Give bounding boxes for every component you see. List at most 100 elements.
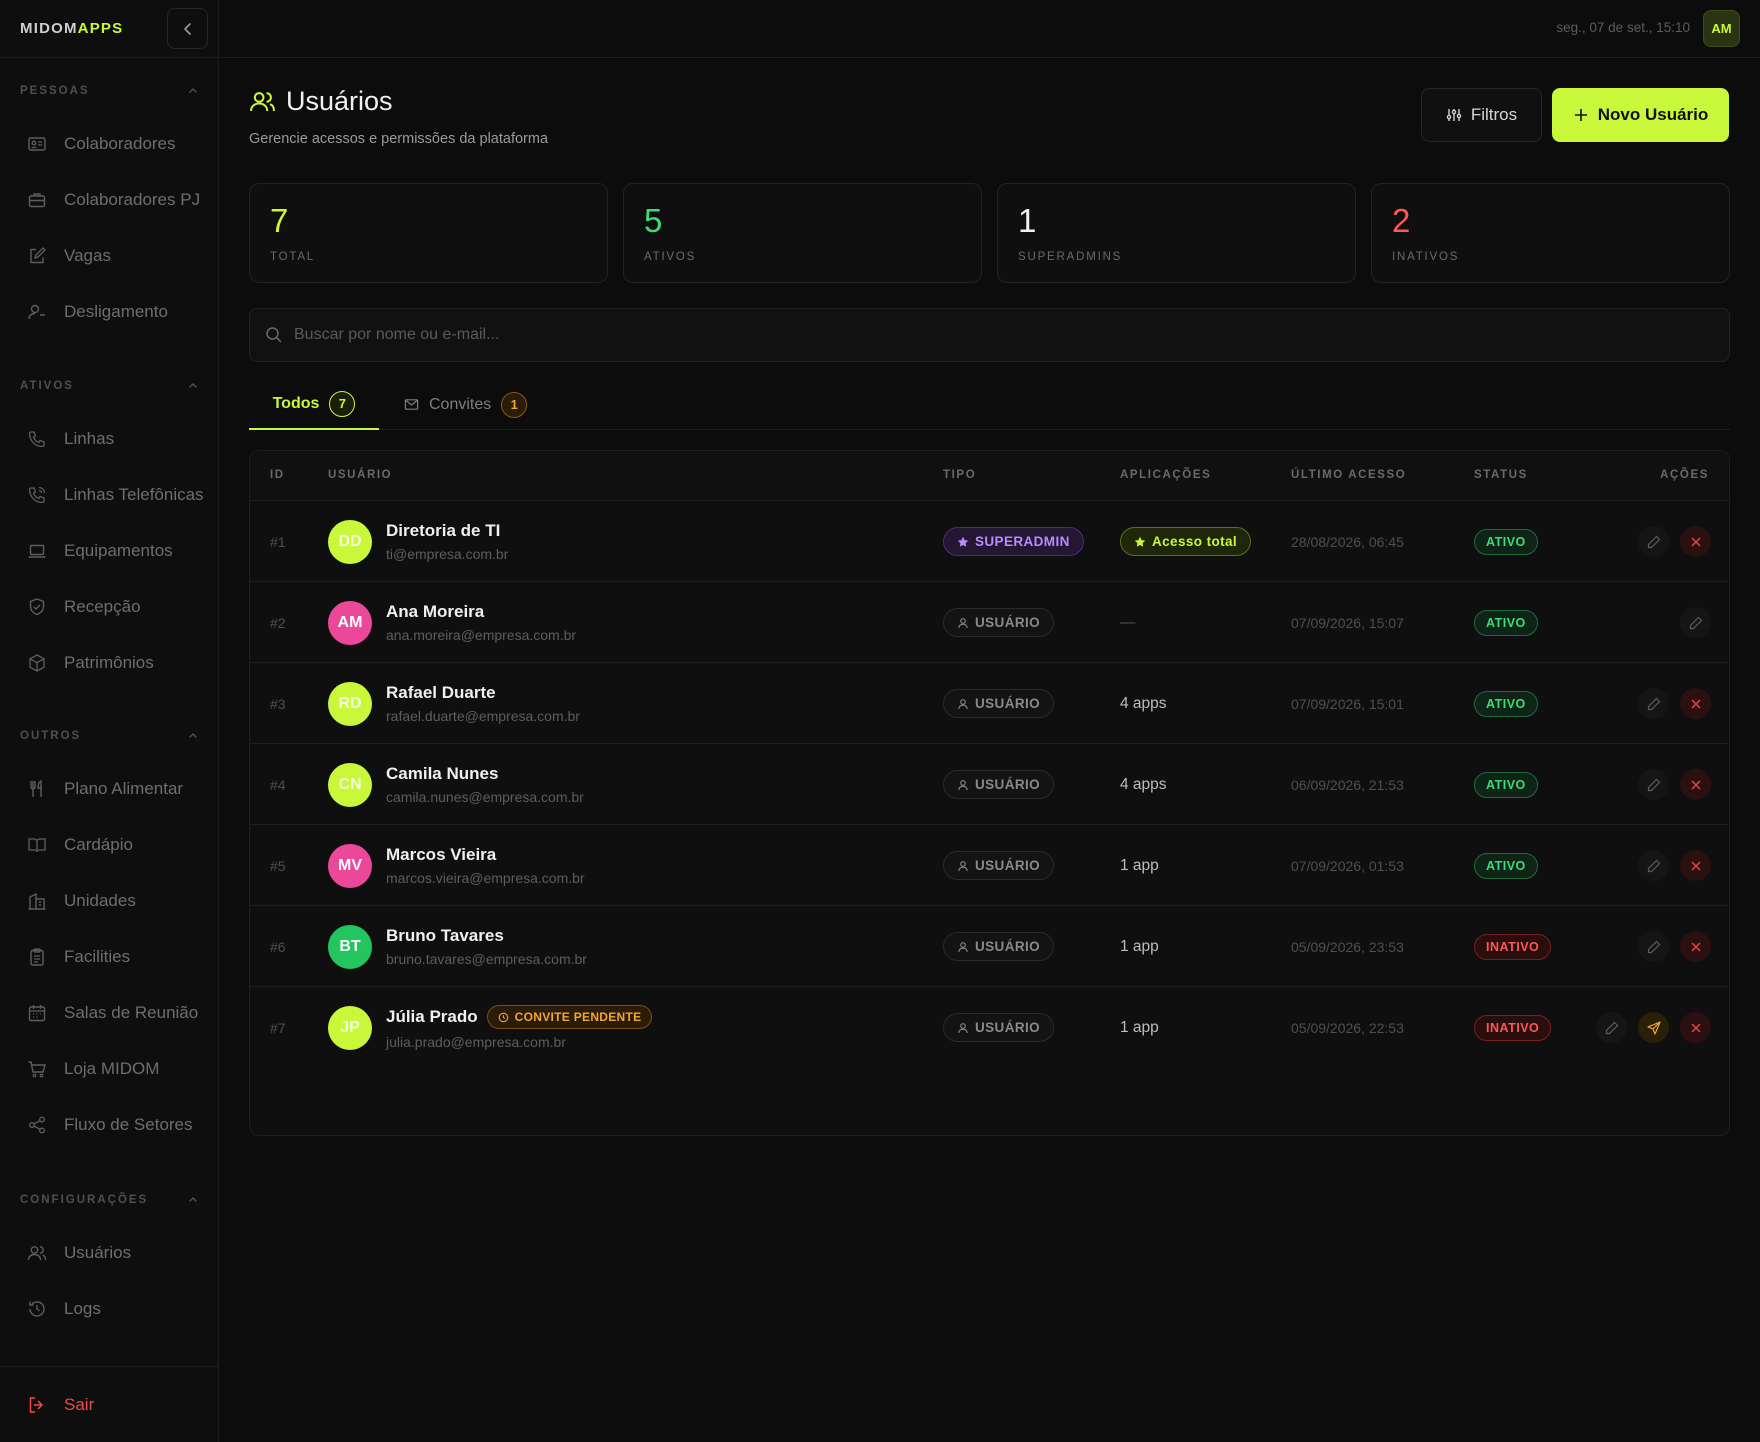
apps-cell: Acesso total — [1120, 501, 1252, 582]
row-id: #2 — [270, 614, 286, 631]
search-input[interactable] — [294, 326, 1694, 344]
section-header-outros[interactable]: OUTROS — [0, 721, 219, 751]
section-header-pessoas[interactable]: PESSOAS — [0, 76, 219, 106]
user-name: Camila Nunes — [386, 764, 584, 784]
type-cell: USUÁRIO — [943, 744, 1055, 825]
type-badge-superadmin: SUPERADMIN — [943, 527, 1084, 556]
sidebar-item-vagas[interactable]: Vagas — [0, 228, 219, 284]
user-icon — [958, 617, 968, 628]
page-title-text: Usuários — [286, 86, 393, 116]
edit-button[interactable] — [1638, 688, 1669, 719]
last-access: 07/09/2026, 01:53 — [1291, 857, 1404, 874]
sidebar-item-colaboradores[interactable]: Colaboradores — [0, 116, 219, 172]
sidebar-item-patrimonios[interactable]: Patrimônios — [0, 635, 219, 691]
sidebar-item-label: Facilities — [64, 947, 131, 966]
section-header-ativos[interactable]: ATIVOS — [0, 371, 219, 401]
sidebar-item-salas-de-reuniao[interactable]: Salas de Reunião — [0, 985, 219, 1041]
sidebar-item-label: Linhas Telefônicas — [64, 485, 204, 504]
status-badge: ATIVO — [1474, 690, 1538, 717]
actions-cell — [1638, 663, 1711, 744]
type-text: USUÁRIO — [975, 858, 1041, 873]
sidebar-item-facilities[interactable]: Facilities — [0, 929, 219, 985]
type-badge-user: USUÁRIO — [943, 770, 1055, 799]
sidebar-item-logs[interactable]: Logs — [0, 1281, 219, 1337]
close-icon — [1690, 536, 1701, 547]
chevron-up-icon — [189, 1197, 197, 1202]
row-id: #3 — [270, 695, 286, 712]
new-user-button[interactable]: Novo Usuário — [1552, 88, 1729, 142]
sidebar-item-equipamentos[interactable]: Equipamentos — [0, 523, 219, 579]
actions-cell — [1638, 906, 1711, 987]
user-icon — [958, 779, 968, 790]
sidebar-item-usuarios[interactable]: Usuários — [0, 1225, 219, 1281]
deactivate-button[interactable] — [1680, 931, 1711, 962]
user-avatar-button[interactable]: AM — [1703, 10, 1740, 47]
column-header-status: STATUS — [1474, 469, 1528, 481]
share-nodes-icon — [29, 1116, 45, 1134]
type-badge-user: USUÁRIO — [943, 1013, 1055, 1042]
deactivate-button[interactable] — [1680, 769, 1711, 800]
last-access: 07/09/2026, 15:07 — [1291, 614, 1404, 631]
table-row: #5 MV Marcos Vieira marcos.vieira@empres… — [250, 825, 1729, 906]
chevron-up-icon — [189, 733, 197, 738]
user-name: Júlia Prado CONVITE PENDENTE — [386, 1005, 653, 1029]
deactivate-button[interactable] — [1680, 850, 1711, 881]
brand-part-1: MIDOM — [20, 20, 78, 37]
sidebar-item-desligamento[interactable]: Desligamento — [0, 284, 219, 340]
edit-button[interactable] — [1638, 931, 1669, 962]
close-icon — [1690, 698, 1701, 709]
sidebar-item-label: Logs — [64, 1299, 101, 1318]
filters-button[interactable]: Filtros — [1421, 88, 1542, 142]
tab-convites[interactable]: Convites 1 — [404, 379, 544, 430]
avatar: CN — [328, 762, 372, 807]
calendar-icon — [28, 1005, 46, 1022]
user-email: rafael.duarte@empresa.com.br — [386, 708, 580, 724]
deactivate-button[interactable] — [1680, 688, 1711, 719]
status-cell: ATIVO — [1474, 825, 1538, 906]
sidebar-item-unidades[interactable]: Unidades — [0, 873, 219, 929]
edit-button[interactable] — [1638, 850, 1669, 881]
sidebar-item-linhas[interactable]: Linhas — [0, 411, 219, 467]
status-cell: ATIVO — [1474, 582, 1538, 663]
user-name-text: Rafael Duarte — [386, 683, 496, 702]
column-header-user: USUÁRIO — [328, 469, 393, 481]
brand-logo[interactable]: MIDOMAPPS — [20, 20, 123, 37]
tab-label: Convites — [429, 395, 492, 413]
sidebar-item-loja-midom[interactable]: Loja MIDOM — [0, 1041, 219, 1097]
edit-button[interactable] — [1638, 526, 1669, 557]
status-cell: INATIVO — [1474, 906, 1552, 987]
collapse-sidebar-button[interactable] — [167, 8, 208, 49]
logout-icon — [29, 1396, 44, 1413]
deactivate-button[interactable] — [1680, 526, 1711, 557]
deactivate-button[interactable] — [1680, 1012, 1711, 1043]
column-header-apps: APLICAÇÕES — [1120, 469, 1212, 481]
logout-button[interactable]: Sair — [0, 1366, 219, 1442]
sidebar-item-plano-alimentar[interactable]: Plano Alimentar — [0, 761, 219, 817]
phone-call-icon — [28, 486, 46, 504]
tab-todos[interactable]: Todos 7 — [249, 379, 379, 430]
user-email: camila.nunes@empresa.com.br — [386, 789, 584, 805]
edit-button[interactable] — [1638, 769, 1669, 800]
edit-button[interactable] — [1680, 607, 1711, 638]
status-badge: ATIVO — [1474, 609, 1538, 636]
edit-button[interactable] — [1596, 1012, 1627, 1043]
topbar: seg., 07 de set., 15:10 AM — [220, 0, 1760, 58]
section-header-configuracoes[interactable]: CONFIGURAÇÕES — [0, 1185, 219, 1215]
users-icon — [250, 92, 275, 112]
sidebar-item-linhas-telefonicas[interactable]: Linhas Telefônicas — [0, 467, 219, 523]
type-cell: USUÁRIO — [943, 582, 1055, 663]
sidebar-item-label: Cardápio — [64, 835, 133, 854]
sidebar-item-cardapio[interactable]: Cardápio — [0, 817, 219, 873]
plus-icon — [1574, 109, 1587, 121]
edit-square-icon — [30, 247, 46, 264]
sidebar-item-recepcao[interactable]: Recepção — [0, 579, 219, 635]
sidebar-item-label: Fluxo de Setores — [64, 1115, 193, 1134]
resend-invite-button[interactable] — [1638, 1012, 1669, 1043]
sidebar-item-label: Desligamento — [64, 302, 168, 321]
type-text: SUPERADMIN — [975, 534, 1070, 549]
user-cell: AM Ana Moreira ana.moreira@empresa.com.b… — [328, 582, 576, 663]
sidebar-item-colaboradores-pj[interactable]: Colaboradores PJ — [0, 172, 219, 228]
sidebar: MIDOMAPPS PESSOAS Colaboradores Colabora… — [0, 0, 219, 1442]
sidebar-item-fluxo-de-setores[interactable]: Fluxo de Setores — [0, 1097, 219, 1153]
stat-label: ATIVOS — [644, 251, 697, 263]
